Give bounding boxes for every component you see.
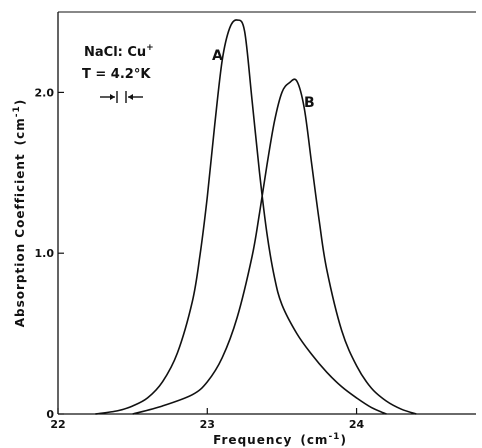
ticks-group: 22 23 24 0 1.0 2.0 (35, 86, 365, 431)
x-tick-label: 22 (50, 418, 65, 431)
curve-label-a: A (212, 48, 223, 64)
temperature-annotation: T = 4.2°K (82, 67, 151, 82)
resolution-marker-icon (100, 91, 143, 103)
curve-label-b: B (304, 95, 315, 111)
y-tick-label: 2.0 (35, 86, 55, 99)
x-axis-title: Frequency (cm-1) (213, 432, 347, 447)
y-tick-label: 0 (46, 408, 54, 421)
series-line-a (95, 19, 387, 415)
sample-annotation: NaCl: Cu+ (84, 43, 154, 60)
x-tick-label: 23 (200, 418, 215, 431)
series-line-b (132, 78, 417, 415)
y-axis-title: Absorption Coefficient(cm-1) (12, 99, 27, 328)
y-tick-label: 1.0 (35, 247, 55, 260)
curves-group (95, 19, 417, 415)
x-tick-label: 24 (349, 418, 365, 431)
